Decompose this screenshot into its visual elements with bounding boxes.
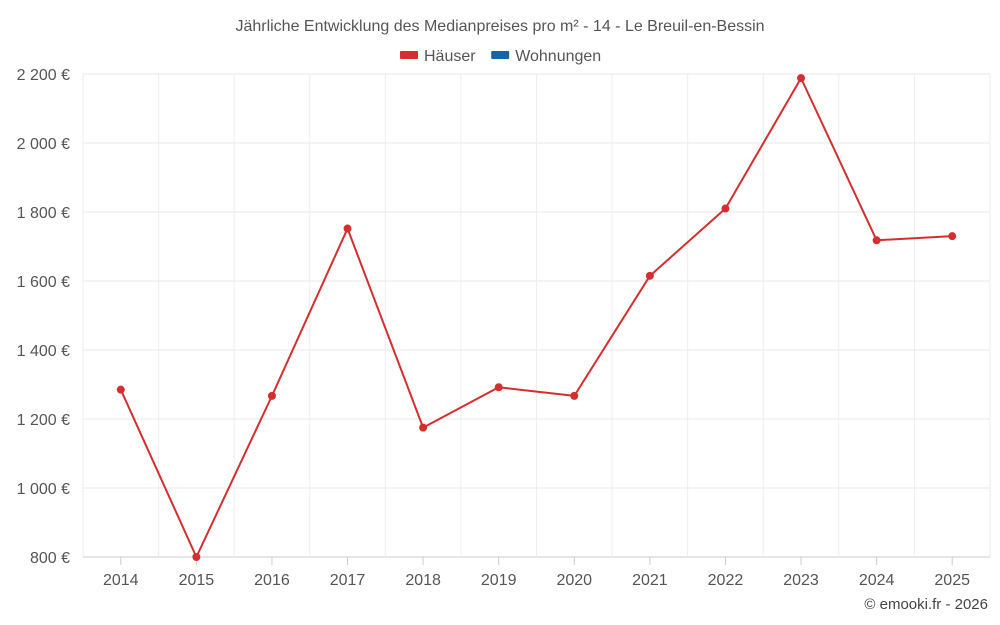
x-tick-label: 2021 <box>632 572 668 589</box>
x-tick-label: 2019 <box>481 572 517 589</box>
legend: Häuser Wohnungen <box>400 48 601 65</box>
data-point[interactable] <box>570 391 579 400</box>
x-tick-label: 2023 <box>783 572 819 589</box>
data-point[interactable] <box>116 385 125 394</box>
data-point[interactable] <box>721 204 730 213</box>
x-tick-label: 2020 <box>556 572 592 589</box>
y-tick-label: 2 000 € <box>17 136 70 153</box>
legend-label: Häuser <box>424 48 476 65</box>
y-tick-label: 1 600 € <box>17 274 70 291</box>
data-point[interactable] <box>797 74 806 83</box>
x-tick-label: 2016 <box>254 572 290 589</box>
y-tick-label: 1 200 € <box>17 412 70 429</box>
series-layer <box>116 74 957 561</box>
y-tick-label: 800 € <box>30 550 70 567</box>
y-tick-label: 1 000 € <box>17 481 70 498</box>
data-point[interactable] <box>494 383 503 392</box>
x-tick-label: 2022 <box>708 572 744 589</box>
y-axis: 800 € 1 000 € 1 200 € 1 400 € 1 600 € 1 800 €… <box>17 67 70 567</box>
legend-label: Wohnungen <box>515 48 601 65</box>
data-point[interactable] <box>192 553 201 561</box>
data-point[interactable] <box>645 271 654 280</box>
data-point[interactable] <box>343 224 352 233</box>
x-tick-label: 2025 <box>934 572 970 589</box>
chart-title: Jährliche Entwicklung des Medianpreises … <box>235 18 764 35</box>
data-point[interactable] <box>267 391 276 400</box>
y-tick-label: 1 800 € <box>17 205 70 222</box>
grid <box>82 73 991 558</box>
x-tick-label: 2014 <box>103 572 139 589</box>
legend-item[interactable]: Häuser <box>400 48 476 65</box>
legend-item[interactable]: Wohnungen <box>491 48 601 65</box>
y-tick-label: 2 200 € <box>17 67 70 84</box>
x-tick-label: 2015 <box>179 572 215 589</box>
data-point[interactable] <box>948 232 957 241</box>
legend-swatch <box>400 51 418 59</box>
x-tick-label: 2017 <box>330 572 366 589</box>
credit-text: © emooki.fr - 2026 <box>864 596 988 613</box>
y-tick-label: 1 400 € <box>17 343 70 360</box>
series-line-0 <box>119 77 953 558</box>
data-point[interactable] <box>419 423 428 432</box>
x-tick-label: 2018 <box>405 572 441 589</box>
data-point[interactable] <box>872 236 881 245</box>
x-axis: 2014 2015 2016 2017 2018 2019 2020 2021 2022 2023… <box>103 557 970 589</box>
x-tick-label: 2024 <box>859 572 895 589</box>
legend-swatch <box>491 51 510 59</box>
